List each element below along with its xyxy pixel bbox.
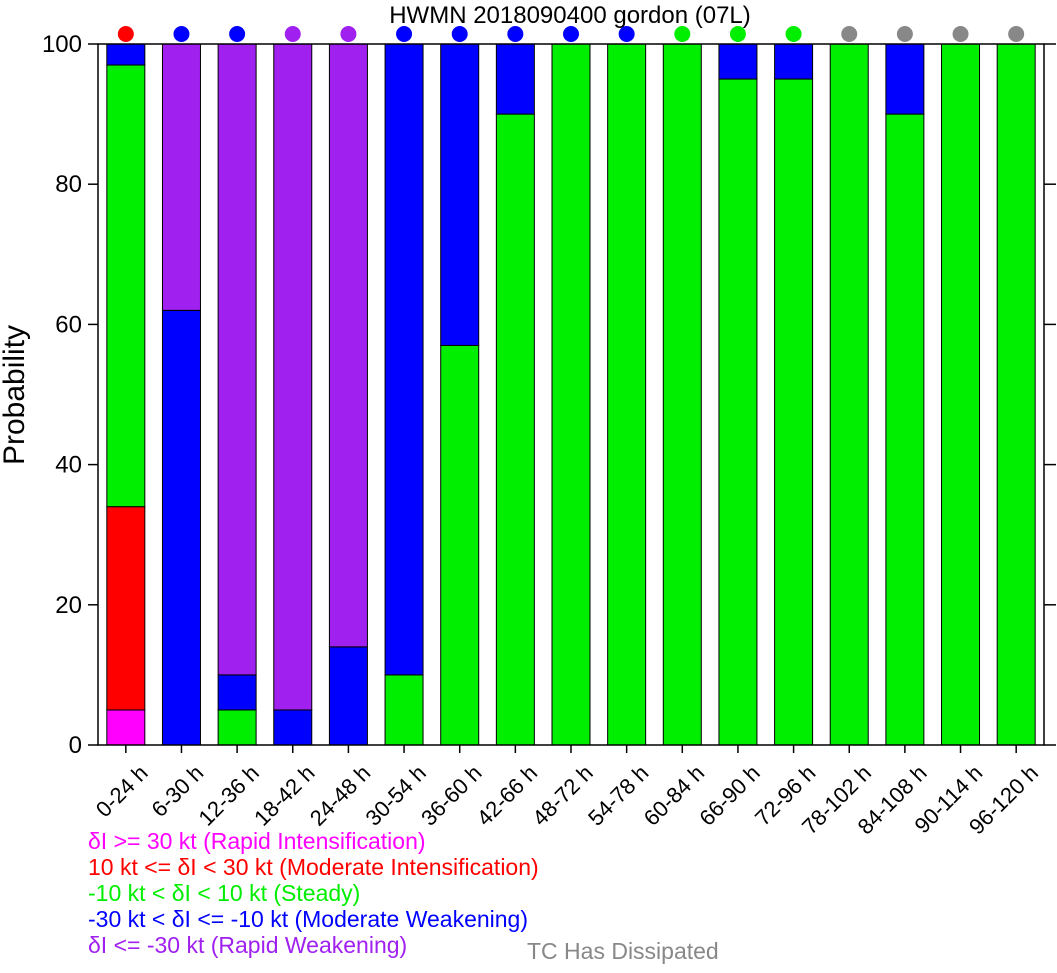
y-tick-label-3: 60 xyxy=(55,311,82,338)
bar-mw-11 xyxy=(718,43,758,80)
x-tick-label-5: 30-54 h xyxy=(360,760,430,830)
bar-ri-0 xyxy=(106,709,146,746)
top-marker-6 xyxy=(451,26,468,42)
top-marker-14 xyxy=(896,26,913,42)
top-marker-10 xyxy=(674,26,691,42)
bar-steady-2 xyxy=(217,709,257,746)
bar-mw-3 xyxy=(273,709,313,746)
y-tick-label-2: 40 xyxy=(55,452,82,479)
bar-mw-6 xyxy=(440,43,480,346)
x-tick-label-9: 54-78 h xyxy=(583,760,653,830)
bar-rw-4 xyxy=(328,43,368,648)
legend-item-moderate-weakening: -30 kt < δI <= -10 kt (Moderate Weakenin… xyxy=(88,906,529,932)
bar-steady-8 xyxy=(551,43,591,746)
top-marker-4 xyxy=(340,26,357,42)
top-marker-16 xyxy=(1008,26,1025,42)
y-axis-label: Probability xyxy=(0,325,31,465)
y-tick-label-5: 100 xyxy=(42,31,82,58)
x-tick-label-0: 0-24 h xyxy=(91,760,153,822)
y-tick-label-0: 0 xyxy=(69,732,82,759)
top-marker-0 xyxy=(117,26,134,42)
bar-steady-13 xyxy=(829,43,869,746)
legend-item-rapid-intensification: δI >= 30 kt (Rapid Intensification) xyxy=(88,828,426,854)
bar-steady-11 xyxy=(718,78,758,746)
bar-steady-7 xyxy=(495,113,535,746)
bar-mw-1 xyxy=(161,309,201,746)
bar-rw-1 xyxy=(161,43,201,311)
bar-steady-16 xyxy=(996,43,1036,746)
bar-rw-3 xyxy=(273,43,313,711)
bar-steady-12 xyxy=(774,78,814,746)
legend-item-rapid-weakening: δI <= -30 kt (Rapid Weakening) xyxy=(88,932,408,958)
bar-mw-14 xyxy=(885,43,925,115)
top-marker-1 xyxy=(173,26,190,42)
bar-steady-6 xyxy=(440,344,480,746)
bar-mw-12 xyxy=(774,43,814,80)
bars-layer xyxy=(106,43,1036,746)
top-marker-7 xyxy=(507,26,524,42)
bar-steady-0 xyxy=(106,64,146,508)
y-axis: 0 20 40 60 80 100 xyxy=(42,31,1056,759)
top-markers xyxy=(117,26,1025,42)
top-marker-15 xyxy=(952,26,969,42)
bar-steady-9 xyxy=(607,43,647,746)
bar-mw-0 xyxy=(106,43,146,66)
legend-item-moderate-intensification: 10 kt <= δI < 30 kt (Moderate Intensific… xyxy=(88,854,539,880)
top-marker-5 xyxy=(396,26,413,42)
bar-rw-2 xyxy=(217,43,257,676)
y-tick-label-4: 80 xyxy=(55,171,82,198)
x-tick-label-4: 24-48 h xyxy=(305,760,375,830)
x-tick-label-10: 60-84 h xyxy=(639,760,709,830)
x-tick-label-8: 48-72 h xyxy=(527,760,597,830)
top-marker-11 xyxy=(729,26,746,42)
bar-mi-0 xyxy=(106,506,146,711)
bar-mw-7 xyxy=(495,43,535,115)
bar-steady-10 xyxy=(662,43,702,746)
bar-steady-5 xyxy=(384,674,424,746)
bar-mw-4 xyxy=(328,646,368,746)
x-tick-label-2: 12-36 h xyxy=(194,760,264,830)
x-tick-label-11: 66-90 h xyxy=(694,760,764,830)
top-marker-12 xyxy=(785,26,802,42)
legend-item-steady: -10 kt < δI < 10 kt (Steady) xyxy=(88,880,361,906)
legend: δI >= 30 kt (Rapid Intensification) 10 k… xyxy=(88,828,539,958)
chart-title: HWMN 2018090400 gordon (07L) xyxy=(389,2,751,29)
legend-item-dissipated: TC Has Dissipated xyxy=(527,938,719,964)
x-tick-label-3: 18-42 h xyxy=(249,760,319,830)
top-marker-13 xyxy=(841,26,858,42)
x-tick-label-7: 42-66 h xyxy=(472,760,542,830)
x-tick-label-6: 36-60 h xyxy=(416,760,486,830)
x-axis: 0-24 h6-30 h12-36 h18-42 h24-48 h30-54 h… xyxy=(91,745,1043,839)
top-marker-8 xyxy=(563,26,579,42)
top-marker-9 xyxy=(618,26,635,42)
top-marker-3 xyxy=(284,26,301,42)
bar-mw-2 xyxy=(217,674,257,711)
bar-mw-5 xyxy=(384,43,424,676)
bar-steady-15 xyxy=(941,43,981,746)
top-marker-2 xyxy=(229,26,246,42)
y-tick-label-1: 20 xyxy=(55,592,82,619)
bar-steady-14 xyxy=(885,113,925,746)
